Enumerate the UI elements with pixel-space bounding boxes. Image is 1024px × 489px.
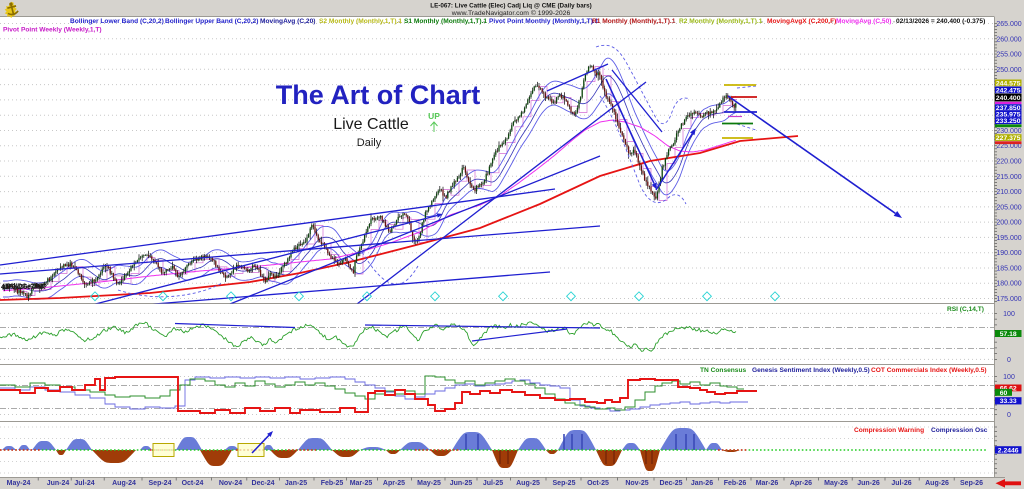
svg-text:242.475: 242.475	[996, 87, 1021, 94]
svg-text:265.000: 265.000	[996, 21, 1021, 28]
svg-text:225.000: 225.000	[996, 143, 1021, 150]
svg-text:Jul-26: Jul-26	[891, 480, 911, 487]
svg-text:Mar-25: Mar-25	[350, 480, 373, 487]
svg-text:Compression Warning: Compression Warning	[854, 427, 924, 434]
svg-text:R1 Monthly (Monthly,1,T).1: R1 Monthly (Monthly,1,T).1	[592, 18, 676, 25]
svg-text:190.000: 190.000	[996, 250, 1021, 257]
svg-text:Sep-25: Sep-25	[553, 480, 576, 487]
svg-text:Sep-26: Sep-26	[960, 480, 983, 487]
svg-text:57.18: 57.18	[1000, 331, 1017, 338]
svg-text:185.000: 185.000	[996, 265, 1021, 272]
svg-text:Genesis Sentiment Index (Weekl: Genesis Sentiment Index (Weekly,0.5)	[752, 367, 870, 374]
svg-text:MovingAvg (C,20): MovingAvg (C,20)	[260, 18, 315, 25]
svg-text:Nov-25: Nov-25	[625, 480, 648, 487]
svg-text:227.375: 227.375	[996, 135, 1021, 142]
svg-text:Jan-26: Jan-26	[691, 480, 713, 487]
svg-text:195.000: 195.000	[996, 235, 1021, 242]
svg-text:Jun-26: Jun-26	[857, 480, 880, 487]
svg-text:R2 Monthly (Monthly,1,T).1: R2 Monthly (Monthly,1,T).1	[679, 18, 763, 25]
svg-text:Jul-25: Jul-25	[483, 480, 503, 487]
svg-text:TN Consensus: TN Consensus	[700, 367, 746, 374]
svg-text:Dec-24: Dec-24	[252, 480, 275, 487]
svg-text:255.000: 255.000	[996, 52, 1021, 59]
svg-text:Oct-24: Oct-24	[182, 480, 204, 487]
svg-text:May-24: May-24	[7, 480, 31, 487]
svg-text:Mar-26: Mar-26	[756, 480, 779, 487]
svg-text:May-26: May-26	[824, 480, 848, 487]
svg-text:Bollinger Upper Band (C,20,2): Bollinger Upper Band (C,20,2)	[165, 18, 258, 25]
svg-text:180.000: 180.000	[996, 281, 1021, 288]
svg-text:175.000: 175.000	[996, 296, 1021, 303]
svg-text:#F6kDGe7/M7: #F6kDGe7/M7	[2, 283, 46, 290]
svg-text:Daily: Daily	[357, 137, 382, 149]
svg-text:200.000: 200.000	[996, 220, 1021, 227]
svg-text:Jun-25: Jun-25	[450, 480, 473, 487]
svg-text:240.400: 240.400	[996, 95, 1021, 102]
svg-text:0: 0	[1007, 412, 1011, 419]
svg-text:02/13/2026 = 240.400 (-0.375): 02/13/2026 = 240.400 (-0.375)	[896, 18, 985, 25]
svg-text:MovingAvg (C,50): MovingAvg (C,50)	[836, 18, 891, 25]
svg-text:S2 Monthly (Monthly,1,T).1: S2 Monthly (Monthly,1,T).1	[319, 18, 402, 25]
svg-text:33.33: 33.33	[1000, 398, 1017, 405]
svg-text:Dec-25: Dec-25	[660, 480, 683, 487]
svg-text:100: 100	[1003, 374, 1015, 381]
svg-text:233.250: 233.250	[996, 118, 1021, 125]
svg-text:Bollinger Lower Band (C,20,2): Bollinger Lower Band (C,20,2)	[70, 18, 164, 25]
svg-text:230.000: 230.000	[996, 128, 1021, 135]
svg-text:The Art of Chart: The Art of Chart	[276, 80, 481, 110]
svg-text:May-25: May-25	[417, 480, 441, 487]
svg-text:Feb-25: Feb-25	[321, 480, 344, 487]
svg-text:60: 60	[1000, 390, 1008, 397]
svg-text:Aug-25: Aug-25	[516, 480, 540, 487]
svg-text:100: 100	[1003, 311, 1015, 318]
svg-text:235.975: 235.975	[996, 112, 1021, 119]
svg-text:LE-067: Live Cattle (Elec) Ca: LE-067: Live Cattle (Elec) Cadj Liq @ CM…	[430, 2, 592, 9]
svg-text:Jul-24: Jul-24	[74, 480, 94, 487]
svg-text:Apr-25: Apr-25	[383, 480, 405, 487]
svg-text:Aug-26: Aug-26	[925, 480, 949, 487]
svg-text:Jan-25: Jan-25	[285, 480, 307, 487]
svg-text:250.000: 250.000	[996, 67, 1021, 74]
svg-text:S1 Monthly (Monthly,1,T).1: S1 Monthly (Monthly,1,T).1	[404, 18, 487, 25]
svg-text:Nov-24: Nov-24	[219, 480, 242, 487]
svg-text:UP: UP	[428, 111, 440, 121]
svg-text:2.2446: 2.2446	[998, 447, 1019, 454]
svg-text:MovingAvgX (C,200,F): MovingAvgX (C,200,F)	[767, 18, 836, 25]
svg-text:4JF0kD6e7#M?: 4JF0kD6e7#M?	[1, 284, 47, 291]
svg-text:215.000: 215.000	[996, 174, 1021, 181]
svg-text:Live Cattle: Live Cattle	[333, 116, 409, 133]
svg-text:Sep-24: Sep-24	[149, 480, 172, 487]
svg-text:www.TradeNavigator.com © 1999-: www.TradeNavigator.com © 1999-2026	[451, 9, 571, 17]
svg-text:Oct-25: Oct-25	[587, 480, 609, 487]
svg-text:Feb-26: Feb-26	[724, 480, 747, 487]
svg-text:237.850: 237.850	[996, 105, 1021, 112]
svg-text:260.000: 260.000	[996, 36, 1021, 43]
svg-text:RSI (C,14,T): RSI (C,14,T)	[947, 306, 984, 313]
svg-text:244.575: 244.575	[996, 80, 1021, 87]
svg-text:0: 0	[1007, 357, 1011, 364]
svg-text:205.000: 205.000	[996, 204, 1021, 211]
svg-text:Aug-24: Aug-24	[112, 480, 136, 487]
svg-text:Apr-26: Apr-26	[790, 480, 812, 487]
svg-text:Jun-24: Jun-24	[47, 480, 70, 487]
svg-text:220.000: 220.000	[996, 159, 1021, 166]
svg-text:Pivot Point Weekly (Weekly,1,T: Pivot Point Weekly (Weekly,1,T)	[3, 27, 102, 34]
svg-text:210.000: 210.000	[996, 189, 1021, 196]
svg-text:Compression Osc: Compression Osc	[931, 427, 988, 434]
svg-text:Pivot Point Monthly (Monthly,1: Pivot Point Monthly (Monthly,1,T).1	[489, 18, 599, 25]
svg-text:COT Commercials Index (Weekly,: COT Commercials Index (Weekly,0.5)	[871, 367, 987, 374]
